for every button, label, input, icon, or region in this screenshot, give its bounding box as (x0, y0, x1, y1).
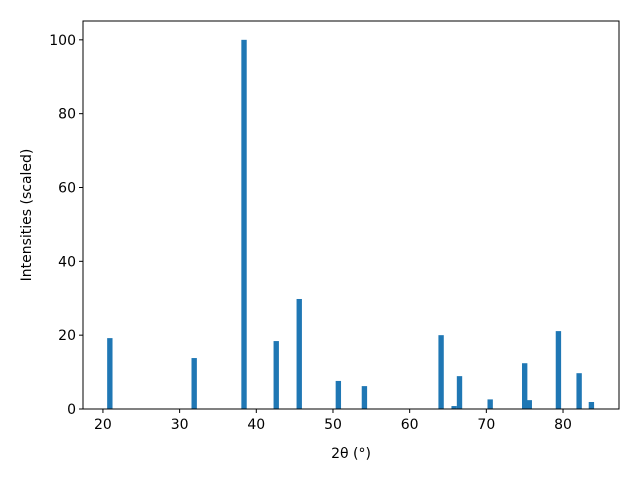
bar (273, 341, 279, 409)
x-tick-label: 80 (554, 417, 572, 433)
bar (451, 406, 457, 409)
y-tick-label: 20 (58, 328, 76, 344)
y-tick-label: 60 (58, 180, 76, 196)
bar (361, 386, 368, 409)
y-axis-label: Intensities (scaled) (19, 149, 35, 282)
bar (107, 338, 113, 409)
bar (241, 39, 247, 409)
x-tick-label: 60 (401, 417, 419, 433)
bar (456, 376, 463, 409)
x-tick-label: 50 (324, 417, 342, 433)
bar (521, 363, 528, 409)
bar (296, 298, 302, 409)
bar (588, 401, 595, 409)
bar (526, 400, 532, 409)
bar (335, 380, 342, 409)
y-tick-label: 40 (58, 254, 76, 270)
y-tick-label: 100 (49, 33, 76, 49)
axes-frame (82, 20, 620, 410)
x-tick-label: 70 (477, 417, 495, 433)
y-tick-label: 80 (58, 107, 76, 123)
x-tick-label: 40 (247, 417, 265, 433)
bar (438, 335, 444, 409)
bar (555, 331, 562, 409)
bar (576, 373, 582, 409)
y-tick-label: 0 (67, 402, 76, 418)
x-tick-label: 20 (94, 417, 112, 433)
bar (487, 399, 493, 409)
x-axis-label: 2θ (°) (331, 446, 371, 462)
bar (191, 358, 197, 409)
x-tick-label: 30 (171, 417, 189, 433)
